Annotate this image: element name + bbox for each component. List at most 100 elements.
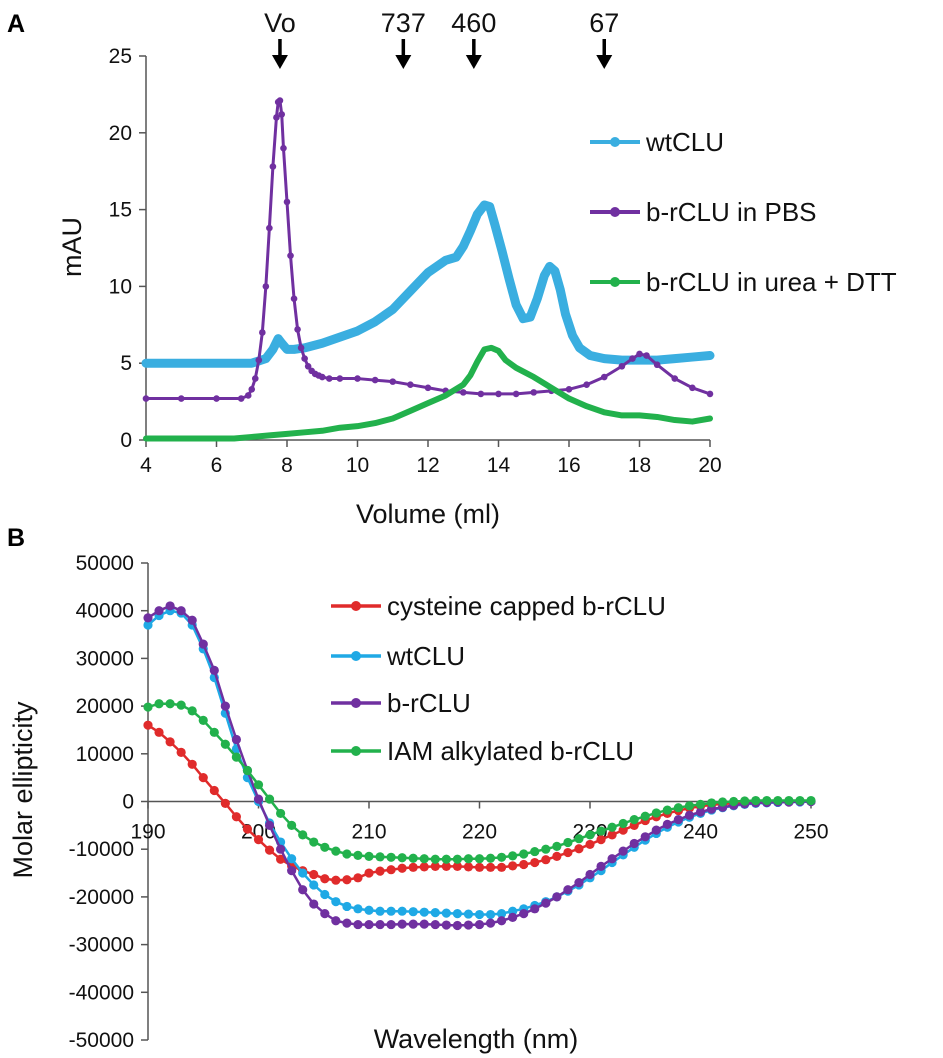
- panel-a-series-point: [297, 344, 305, 352]
- panel-a-y-axis-title: mAU: [57, 217, 87, 277]
- panel-b-series-point: [397, 906, 407, 916]
- panel-b-series-point: [287, 866, 297, 876]
- panel-b-series-point: [497, 916, 507, 926]
- panel-b-series-point: [463, 862, 474, 872]
- panel-a-series-point: [255, 356, 263, 364]
- panel-a-series-point: [477, 390, 485, 398]
- panel-a-y-tick-label: 5: [120, 352, 132, 375]
- panel-a-series-point: [259, 329, 266, 336]
- panel-b-x-tick-label: 190: [130, 821, 165, 844]
- panel-b-series-point: [331, 846, 341, 856]
- panel-b-series-point: [662, 819, 672, 829]
- panel-b-series-point: [209, 665, 219, 675]
- panel-a-x-tick-label: 8: [281, 454, 293, 477]
- panel-b-series-point: [784, 795, 794, 806]
- panel-b-series-point: [154, 606, 164, 616]
- panel-b-series-point: [585, 869, 595, 880]
- panel-b-series-point: [695, 807, 706, 817]
- panel-b-series-point: [342, 901, 352, 912]
- panel-b-series-point: [143, 702, 153, 712]
- panel-b-series-point: [353, 919, 363, 930]
- panel-b-series-point: [474, 854, 485, 864]
- panel-a-series-point: [294, 326, 301, 333]
- panel-b-series-point: [143, 613, 153, 623]
- panel-a-series-point: [389, 378, 397, 385]
- panel-a-x-tick-label: 12: [416, 454, 439, 477]
- panel-b-series-point: [618, 818, 628, 829]
- panel-a-series-point: [600, 373, 608, 381]
- panel-a-series-point: [318, 373, 326, 381]
- panel-a-x-tick-label: 18: [628, 454, 651, 477]
- panel-b-series-point: [430, 908, 440, 918]
- panel-b-series-point: [485, 853, 496, 863]
- panel-b-series-point: [629, 815, 639, 825]
- panel-b-series-point: [673, 803, 684, 813]
- panel-b-series-point: [706, 798, 717, 808]
- panel-b-series-point: [209, 727, 219, 737]
- panel-a-axes: [145, 56, 710, 441]
- panel-b-series-point: [806, 795, 816, 806]
- panel-a-x-tick-label: 4: [140, 454, 152, 477]
- panel-b-series-point: [287, 854, 297, 864]
- panel-b-series-point: [353, 873, 363, 883]
- panel-b-x-axis-title: Wavelength (nm): [374, 1024, 579, 1054]
- panel-b-series-point: [485, 909, 496, 920]
- panel-a-series-point: [177, 395, 185, 402]
- panel-b-series-point: [574, 834, 584, 844]
- panel-b-series-point: [463, 920, 474, 930]
- panel-b-series-point: [298, 868, 308, 878]
- panel-b-series-point: [187, 706, 197, 716]
- panel-b-series-point: [695, 799, 706, 809]
- panel-b-series-point: [795, 795, 805, 806]
- panel-b-series-point: [276, 808, 286, 819]
- panel-b-series-point: [276, 854, 286, 864]
- panel-b-series-point: [463, 909, 474, 919]
- panel-a-series-point: [583, 381, 590, 389]
- panel-b-series-point: [541, 844, 551, 854]
- panel-b-series-point: [231, 734, 241, 745]
- panel-a-series-point: [495, 390, 502, 398]
- panel-b-series-point: [419, 907, 429, 917]
- panel-b-series-point: [497, 862, 507, 872]
- panel-b-series-point: [596, 861, 606, 871]
- panel-b-series-point: [552, 841, 562, 851]
- panel-b-series-point: [673, 815, 684, 825]
- panel-b-series-point: [309, 880, 319, 890]
- panel-b-series-point: [485, 862, 496, 872]
- panel-a-series-point: [512, 390, 520, 398]
- panel-b-y-tick-label: -40000: [69, 981, 134, 1004]
- panel-a-series-point: [278, 111, 286, 118]
- panel-a-legend-label: b-rCLU in PBS: [646, 197, 817, 227]
- panel-b-series-point: [320, 908, 330, 919]
- panel-a-series-point: [237, 395, 245, 402]
- panel-b-series-point: [320, 842, 330, 852]
- panel-a-series-point: [248, 386, 256, 393]
- panel-b-label: B: [7, 524, 25, 552]
- panel-a-series-point: [326, 375, 333, 382]
- panel-b-legend: cysteine capped b-rCLU wtCLU b-rCLU IAM alk…: [331, 591, 666, 766]
- panel-b-series-point: [375, 906, 385, 916]
- panel-b-series-point: [419, 854, 429, 864]
- panel-b-series-point: [331, 897, 341, 907]
- panel-b-series-point: [231, 752, 241, 762]
- panel-b-series-point: [441, 920, 451, 930]
- panel-a-legend: wtCLU b-rCLU in PBS b-rCLU in urea + DTT: [590, 127, 897, 297]
- panel-a-y-tick-label: 15: [109, 199, 132, 222]
- panel-b-series-point: [530, 846, 540, 857]
- panel-a-chart: A 4 6 8 10 12 14 16 18 20 0 5 10 15 20 25 Vo 737 460 67 w…: [7, 8, 897, 529]
- panel-b-series-point: [342, 875, 352, 885]
- panel-b-series-point: [452, 920, 462, 931]
- panel-b-series-point: [198, 639, 208, 649]
- panel-b-series-point: [342, 918, 352, 928]
- panel-b-legend-marker: [351, 698, 361, 708]
- panel-a-marker-arrow-head: [596, 55, 613, 69]
- panel-b-series-point: [485, 918, 496, 928]
- panel-a-series: [141, 97, 715, 442]
- panel-b-series-point: [220, 798, 230, 809]
- panel-b-series-point: [143, 720, 153, 730]
- panel-b-series-point: [629, 838, 639, 849]
- panel-b-x-tick-label: 220: [462, 821, 497, 844]
- panel-b-series-point: [408, 919, 418, 929]
- panel-b-series-point: [585, 839, 595, 850]
- panel-a-series-point: [689, 384, 696, 392]
